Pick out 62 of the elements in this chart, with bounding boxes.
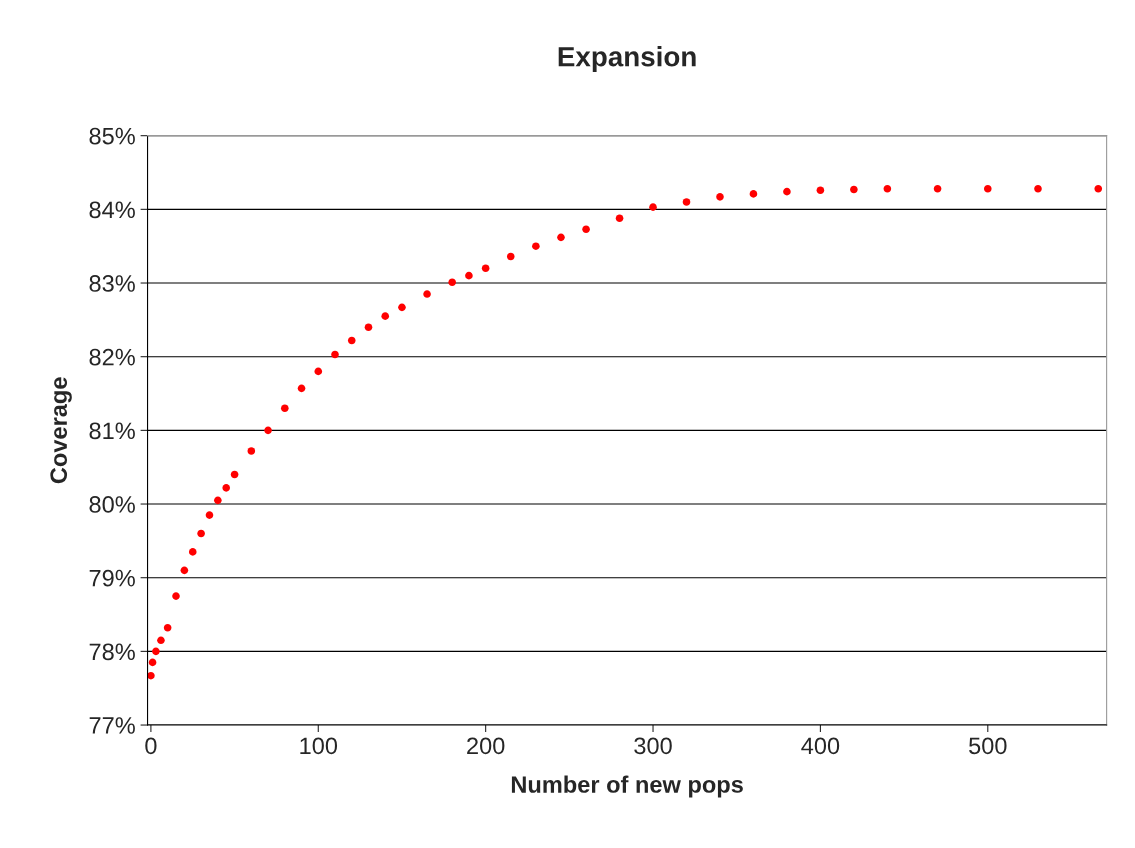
point [615,214,624,222]
x-tick-label: 500 [969,737,1007,755]
point [783,187,791,196]
point [148,658,157,667]
point [163,623,172,632]
y-tick-label: 84% [89,201,135,219]
point [152,647,160,656]
point [205,511,214,519]
point [481,264,490,273]
point [172,592,180,600]
y-tick-label: 78% [89,643,135,661]
point [297,384,306,393]
point [214,496,222,505]
point [188,548,197,556]
point [381,312,390,320]
point [222,484,231,492]
y-tick-label: 82% [89,348,135,366]
point [331,350,339,359]
x-tick-label: 300 [634,737,672,755]
x-tick-label: 0 [145,737,157,755]
point [197,529,205,538]
point [1094,184,1103,193]
point [649,203,657,211]
y-tick-label: 77% [89,717,135,734]
point [157,636,165,645]
point [716,193,724,201]
x-axis-title: Number of new pops [511,775,743,798]
point [883,184,892,193]
chart-title: Expansion [558,46,696,72]
point [423,290,431,298]
x-tick-label: 100 [300,737,338,755]
point [983,184,992,193]
point [850,185,858,194]
y-tick-label: 83% [89,275,135,292]
point [465,271,473,280]
y-axis-title: Coverage [50,377,72,484]
point [364,323,373,332]
x-tick-label: 200 [467,737,505,755]
point [314,367,323,376]
point [230,470,239,479]
point [557,233,565,242]
point [816,186,825,194]
x-tick-label: 400 [801,737,840,755]
point [448,278,456,287]
point [749,190,758,198]
point [506,252,515,261]
point [682,198,691,206]
point [247,447,256,455]
y-tick-label: 85% [89,127,135,145]
y-tick-label: 79% [89,569,135,587]
point [264,426,272,435]
y-tick-label: 80% [89,496,135,513]
point [933,184,942,193]
point [347,336,356,345]
point [180,566,189,575]
point [582,225,590,234]
point [147,671,155,680]
point [1034,184,1042,193]
point [532,242,540,250]
y-tick-label: 81% [89,422,135,440]
point [398,303,406,312]
point [281,404,289,413]
